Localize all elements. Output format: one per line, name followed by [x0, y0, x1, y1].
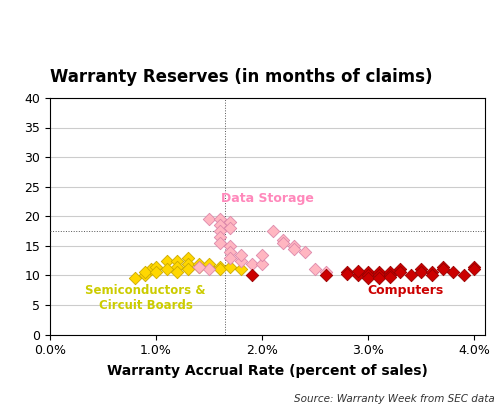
- Point: [142, 272, 150, 279]
- Point: [396, 266, 404, 273]
- Point: [226, 263, 234, 270]
- Point: [386, 273, 394, 280]
- Point: [194, 260, 202, 267]
- Point: [152, 263, 160, 270]
- Point: [396, 269, 404, 276]
- Point: [248, 272, 256, 279]
- Text: Computers: Computers: [368, 284, 444, 297]
- Point: [470, 263, 478, 270]
- Point: [184, 266, 192, 273]
- Point: [343, 271, 351, 277]
- Point: [174, 269, 182, 276]
- Point: [216, 266, 224, 273]
- Point: [364, 272, 372, 279]
- Point: [280, 239, 287, 246]
- Point: [152, 269, 160, 276]
- Point: [174, 263, 182, 270]
- Point: [354, 267, 362, 274]
- Point: [290, 246, 298, 252]
- Point: [375, 275, 383, 282]
- Point: [237, 257, 245, 264]
- Point: [147, 266, 155, 273]
- Point: [216, 216, 224, 222]
- Text: Data Storage: Data Storage: [221, 192, 314, 205]
- Point: [364, 269, 372, 276]
- X-axis label: Warranty Accrual Rate (percent of sales): Warranty Accrual Rate (percent of sales): [107, 364, 428, 378]
- Point: [322, 269, 330, 276]
- Point: [322, 272, 330, 279]
- Point: [216, 234, 224, 240]
- Point: [226, 242, 234, 249]
- Point: [194, 263, 202, 270]
- Point: [226, 219, 234, 225]
- Point: [216, 228, 224, 234]
- Point: [205, 266, 213, 273]
- Point: [438, 266, 446, 273]
- Point: [174, 257, 182, 264]
- Point: [300, 248, 308, 255]
- Point: [428, 272, 436, 279]
- Point: [354, 272, 362, 279]
- Point: [216, 263, 224, 270]
- Point: [131, 275, 139, 282]
- Point: [258, 260, 266, 267]
- Point: [470, 266, 478, 273]
- Point: [364, 275, 372, 282]
- Point: [142, 269, 150, 276]
- Point: [205, 260, 213, 267]
- Point: [194, 263, 202, 270]
- Text: Semiconductors &
Circuit Boards: Semiconductors & Circuit Boards: [85, 284, 206, 312]
- Point: [375, 269, 383, 276]
- Point: [205, 216, 213, 222]
- Point: [237, 266, 245, 273]
- Point: [311, 266, 319, 273]
- Point: [237, 251, 245, 258]
- Point: [226, 225, 234, 231]
- Point: [406, 272, 414, 279]
- Point: [386, 272, 394, 279]
- Text: Source: Warranty Week from SEC data: Source: Warranty Week from SEC data: [294, 394, 495, 404]
- Text: Warranty Reserves (in months of claims): Warranty Reserves (in months of claims): [50, 68, 432, 86]
- Point: [258, 251, 266, 258]
- Point: [418, 266, 426, 273]
- Point: [216, 239, 224, 246]
- Point: [418, 269, 426, 276]
- Point: [226, 248, 234, 255]
- Point: [280, 237, 287, 243]
- Point: [375, 272, 383, 279]
- Point: [184, 255, 192, 261]
- Point: [460, 272, 468, 279]
- Point: [162, 266, 170, 273]
- Point: [428, 269, 436, 276]
- Point: [216, 222, 224, 228]
- Point: [386, 269, 394, 276]
- Point: [269, 228, 277, 234]
- Point: [226, 255, 234, 261]
- Point: [438, 263, 446, 270]
- Point: [184, 260, 192, 267]
- Point: [162, 257, 170, 264]
- Point: [449, 269, 457, 276]
- Point: [290, 242, 298, 249]
- Point: [248, 260, 256, 267]
- Point: [343, 269, 351, 276]
- Point: [205, 263, 213, 270]
